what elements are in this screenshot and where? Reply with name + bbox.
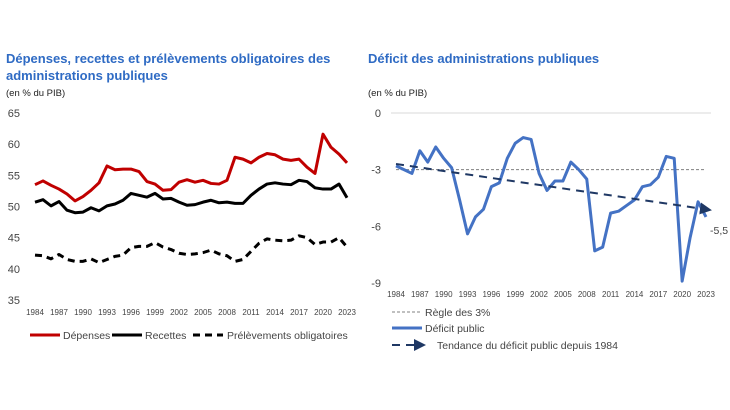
left-chart-xtick-label: 2011 [242, 308, 260, 317]
left-chart-ytick-label: 55 [8, 170, 20, 182]
right-chart-xtick-label: 1984 [387, 290, 405, 299]
right-chart-legend-label-2: Tendance du déficit public depuis 1984 [437, 340, 618, 352]
right-chart-xtick-label: 2002 [530, 290, 548, 299]
left-chart-xtick-label: 1990 [74, 308, 92, 317]
left-chart-xtick-label: 1996 [122, 308, 140, 317]
right-chart-xtick-label: 2023 [697, 290, 715, 299]
right-chart-xtick-label: 1993 [459, 290, 477, 299]
left-chart-legend-label-1: Recettes [145, 330, 186, 342]
right-chart-xtick-label: 1996 [482, 290, 500, 299]
right-chart-xtick-label: 2017 [649, 290, 667, 299]
left-chart-xtick-label: 2020 [314, 308, 332, 317]
right-chart-legend-label-0: Règle des 3% [425, 307, 490, 319]
left-chart-xtick-label: 1984 [26, 308, 44, 317]
left-chart-xtick-label: 2017 [290, 308, 308, 317]
left-chart-title: Dépenses, recettes et prélèvements oblig… [6, 51, 331, 83]
left-chart-ytick-label: 65 [8, 108, 20, 120]
left-chart-ytick-label: 50 [8, 202, 20, 214]
right-chart-xtick-label: 1987 [411, 290, 429, 299]
left-chart-ytick-label: 60 [8, 139, 20, 151]
right-chart-end-value-label: -5,5 [710, 225, 728, 237]
left-chart-ytick-label: 45 [8, 233, 20, 245]
right-chart-xtick-label: 2011 [602, 290, 620, 299]
right-chart-xtick-label: 2008 [578, 290, 596, 299]
left-chart-xtick-label: 2005 [194, 308, 212, 317]
right-chart-xtick-label: 2005 [554, 290, 572, 299]
left-chart-ytick-label: 40 [8, 264, 20, 276]
left-chart-legend-label-2: Prélèvements obligatoires [227, 330, 348, 342]
left-chart-legend-label-0: Dépenses [63, 330, 110, 342]
right-chart-ytick-label: -3 [371, 165, 381, 177]
left-chart-xtick-label: 2014 [266, 308, 284, 317]
left-chart-xtick-label: 1987 [50, 308, 68, 317]
right-chart-legend-label-1: Déficit public [425, 323, 485, 335]
left-chart-xtick-label: 2023 [338, 308, 356, 317]
left-chart-series-d-penses [34, 132, 349, 203]
left-chart-unit: (en % du PIB) [6, 88, 66, 99]
left-chart-series-recettes [34, 178, 349, 215]
right-chart-title: Déficit des administrations publiques [368, 51, 600, 66]
right-chart-xtick-label: 2020 [673, 290, 691, 299]
right-chart-ytick-label: -6 [371, 221, 381, 233]
right-chart-series-tendance-du-d-ficit-public-depuis-1984 [395, 163, 712, 215]
right-chart-xtick-label: 1999 [506, 290, 524, 299]
right-chart-ytick-label: 0 [375, 108, 381, 120]
left-chart-series-pr-l-vements-obligatoires [34, 234, 349, 265]
left-chart-xtick-label: 2002 [170, 308, 188, 317]
left-chart-xtick-label: 1993 [98, 308, 116, 317]
left-chart-ytick-label: 35 [8, 295, 20, 307]
left-chart-xtick-label: 2008 [218, 308, 236, 317]
right-chart-ytick-label: -9 [371, 278, 381, 290]
right-chart-unit: (en % du PIB) [368, 88, 428, 99]
right-chart-xtick-label: 1990 [435, 290, 453, 299]
right-chart-xtick-label: 2014 [626, 290, 644, 299]
left-chart-xtick-label: 1999 [146, 308, 164, 317]
right-chart-series-d-ficit-public [395, 136, 708, 283]
